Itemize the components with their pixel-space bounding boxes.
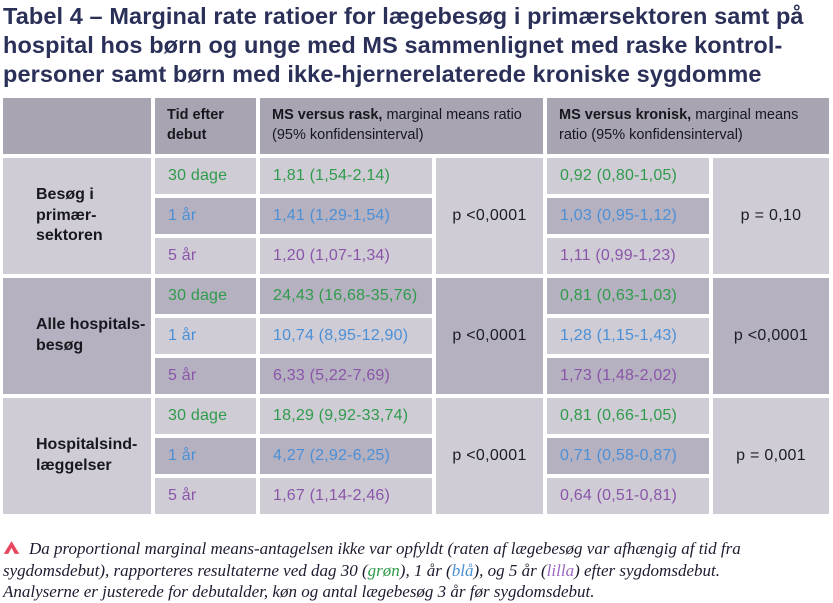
value-cell-kronisk: 0,71 (0,58-0,87) (547, 438, 709, 474)
footnote-lilla-word: lilla (546, 560, 575, 580)
group-label-hospitalsindlaeggelser: Hospitalsind- læggelser (3, 398, 151, 514)
header-rask-rest: marginal means ratio (95% konfidensinter… (272, 107, 522, 143)
time-cell: 30 dage (155, 158, 256, 194)
value-cell-rask: 10,74 (8,95-12,90) (260, 318, 432, 354)
p-value-rask: p <0,0001 (436, 278, 543, 394)
header-kronisk-bold: MS versus kronisk, (559, 107, 692, 124)
value-cell-rask: 4,27 (2,92-6,25) (260, 438, 432, 474)
header-rask-bold: MS versus rask, (272, 107, 383, 124)
header-time-after-debut: Tid efter debut (155, 98, 256, 154)
footnote-part1: Da proportional marginal means-antagelse… (3, 539, 741, 580)
up-caret-icon (3, 539, 20, 561)
group-label-hospitalsbesoeg: Alle hospitals- besøg (3, 278, 151, 394)
data-table: Tid efter debut MS versus rask, marginal… (3, 98, 829, 514)
value-cell-rask: 1,41 (1,29-1,54) (260, 198, 432, 234)
value-cell-rask: 6,33 (5,22-7,69) (260, 358, 432, 394)
header-kronisk-rest: marginal means ratio (95% konfidensinter… (559, 107, 799, 143)
p-value-kronisk: p = 0,10 (713, 158, 829, 274)
footnote-green-word: grøn (367, 560, 400, 580)
header-corner-cell (3, 98, 151, 154)
value-cell-kronisk: 1,11 (0,99-1,23) (547, 238, 709, 274)
table-title: Tabel 4 – Marginal rate ratioer for læge… (3, 2, 830, 89)
value-cell-rask: 1,81 (1,54-2,14) (260, 158, 432, 194)
title-line-1: Tabel 4 – Marginal rate ratioer for læge… (3, 3, 804, 29)
header-time-label: Tid efter debut (167, 107, 224, 143)
value-cell-kronisk: 0,81 (0,63-1,03) (547, 278, 709, 314)
footnote-blue-word: blå (451, 560, 474, 580)
header-ms-versus-kronisk: MS versus kronisk, marginal means ratio … (547, 98, 829, 154)
value-cell-kronisk: 0,92 (0,80-1,05) (547, 158, 709, 194)
value-cell-kronisk: 0,81 (0,66-1,05) (547, 398, 709, 434)
footnote: Da proportional marginal means-antagelse… (3, 538, 795, 603)
p-value-kronisk: p = 0,001 (713, 398, 829, 514)
time-cell: 1 år (155, 318, 256, 354)
value-cell-rask: 1,20 (1,07-1,34) (260, 238, 432, 274)
p-value-kronisk: p <0,0001 (713, 278, 829, 394)
time-cell: 1 år (155, 198, 256, 234)
value-cell-kronisk: 0,64 (0,51-0,81) (547, 478, 709, 514)
value-cell-rask: 24,43 (16,68-35,76) (260, 278, 432, 314)
value-cell-rask: 18,29 (9,92-33,74) (260, 398, 432, 434)
time-cell: 5 år (155, 358, 256, 394)
footnote-part2: ), 1 år ( (399, 560, 452, 580)
time-cell: 30 dage (155, 398, 256, 434)
time-cell: 1 år (155, 438, 256, 474)
title-line-2: hospital hos børn og unge med MS sammenl… (3, 32, 783, 58)
time-cell: 30 dage (155, 278, 256, 314)
footnote-part3: ), og 5 år ( (473, 560, 547, 580)
value-cell-kronisk: 1,73 (1,48-2,02) (547, 358, 709, 394)
time-cell: 5 år (155, 478, 256, 514)
p-value-rask: p <0,0001 (436, 398, 543, 514)
header-ms-versus-rask: MS versus rask, marginal means ratio (95… (260, 98, 543, 154)
time-cell: 5 år (155, 238, 256, 274)
group-label-primaersektoren: Besøg i primær- sektoren (3, 158, 151, 274)
value-cell-kronisk: 1,03 (0,95-1,12) (547, 198, 709, 234)
p-value-rask: p <0,0001 (436, 158, 543, 274)
title-line-3: personer samt børn med ikke-hjernerelate… (3, 61, 762, 87)
value-cell-kronisk: 1,28 (1,15-1,43) (547, 318, 709, 354)
value-cell-rask: 1,67 (1,14-2,46) (260, 478, 432, 514)
